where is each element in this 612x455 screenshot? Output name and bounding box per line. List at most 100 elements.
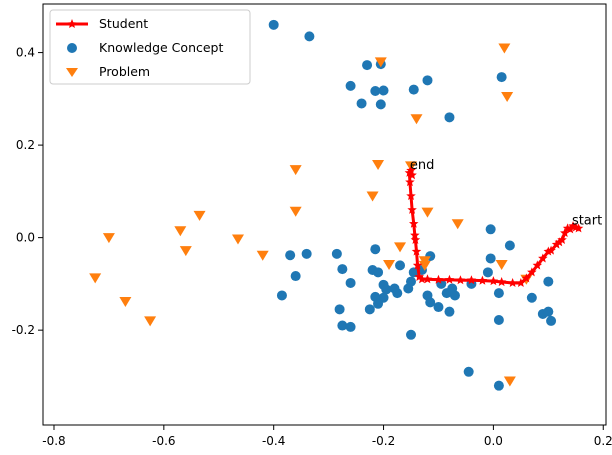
concept-point-46 [337,320,348,331]
annotations: start end [410,158,602,229]
student-point-6 [557,234,567,244]
annotation-end: end [410,158,435,173]
concept-point-10 [408,84,419,95]
student-point-11 [538,253,548,263]
x-tick-label-0: -0.8 [42,434,65,448]
concept-point-16 [337,264,348,275]
problem-point-9 [421,207,434,218]
problem-point-5 [366,191,379,202]
concept-point-50 [485,224,496,235]
legend-box [49,9,251,85]
concept-point-48 [406,329,417,340]
x-tick-label-4: 0.0 [484,434,503,448]
concept-point-9 [422,75,433,86]
concept-point-62 [493,380,504,391]
y-tick-label-3: -0.2 [12,323,35,337]
concept-point-13 [301,248,312,259]
concept-point-14 [285,250,296,261]
student-point-29 [410,234,421,244]
problem-point-23 [144,316,157,327]
student-point-20 [466,275,477,285]
y-tick-label-1: 0.2 [16,138,35,152]
concept-point-2 [362,60,373,71]
student-point-31 [409,218,419,228]
plot-frame [42,3,607,426]
problem-point-15 [102,233,115,244]
concept-point-57 [543,276,554,287]
x-tick-label-1: -0.6 [152,434,175,448]
student-point-28 [411,246,422,256]
legend-concept-label: Knowledge Concept [99,40,223,55]
student-point-3 [565,224,576,234]
problem-point-21 [89,273,102,284]
student-point-36 [406,165,416,175]
student-point-23 [433,274,444,284]
problem-point-2 [374,57,387,68]
student-point-33 [406,190,416,201]
problem-point-6 [289,165,302,176]
concept-point-39 [449,290,460,301]
concept-point-56 [526,292,537,303]
concept-point-43 [373,298,384,309]
student-point-27 [412,260,423,270]
concept-point-54 [493,288,504,299]
concept-point-5 [370,85,381,96]
student-point-26 [414,271,424,281]
problem-point-19 [179,246,192,257]
concept-point-18 [276,290,287,301]
concept-point-4 [345,80,356,91]
x-axis: -0.8 -0.6 -0.4 -0.2 0.0 0.2 [42,425,612,448]
concept-point-0 [268,19,279,30]
y-axis: 0.4 0.2 0.0 -0.2 [12,46,43,337]
concept-point-6 [378,85,389,96]
student-point-2 [568,221,578,231]
student-point-10 [543,246,554,256]
student-point-22 [444,274,455,284]
legend-item-student: Student [56,16,148,31]
concept-point-52 [482,267,493,278]
concept-point-47 [345,321,356,332]
knowledge-concept-series [268,19,557,391]
concept-point-40 [444,306,455,317]
concept-point-29 [389,283,400,294]
student-point-25 [417,274,427,284]
concept-point-19 [345,277,356,288]
problem-point-4 [372,160,385,171]
concept-point-25 [381,284,392,295]
concept-point-31 [406,276,417,287]
concept-point-1 [304,31,315,42]
student-point-14 [521,273,532,283]
student-point-18 [488,276,499,286]
problem-point-22 [119,296,132,307]
student-point-12 [532,260,543,270]
student-point-5 [560,228,570,238]
concept-point-42 [425,297,436,308]
student-point-24 [422,274,433,284]
x-tick-label-2: -0.4 [262,434,285,448]
concept-point-41 [433,302,444,313]
legend-student-star-icon [67,19,77,29]
problem-point-20 [256,250,269,261]
concept-point-23 [395,260,406,271]
concept-point-11 [444,112,455,123]
concept-point-15 [331,248,342,259]
concept-point-12 [496,72,507,83]
legend: Student Knowledge Concept Problem [49,9,251,85]
student-point-4 [562,223,573,233]
problem-point-1 [501,92,514,103]
student-point-37 [407,170,417,180]
student-point-1 [571,222,581,232]
concept-point-53 [504,240,515,251]
legend-student-label: Student [99,16,148,31]
student-point-19 [477,275,488,285]
student-point-32 [407,204,417,214]
concept-point-45 [334,304,345,315]
y-tick-label-0: 0.4 [16,46,35,60]
problem-point-17 [193,210,206,221]
problem-point-16 [174,226,187,237]
problem-point-7 [289,206,302,217]
concept-point-60 [546,315,557,326]
problem-point-11 [394,242,407,253]
concept-point-44 [364,304,375,315]
